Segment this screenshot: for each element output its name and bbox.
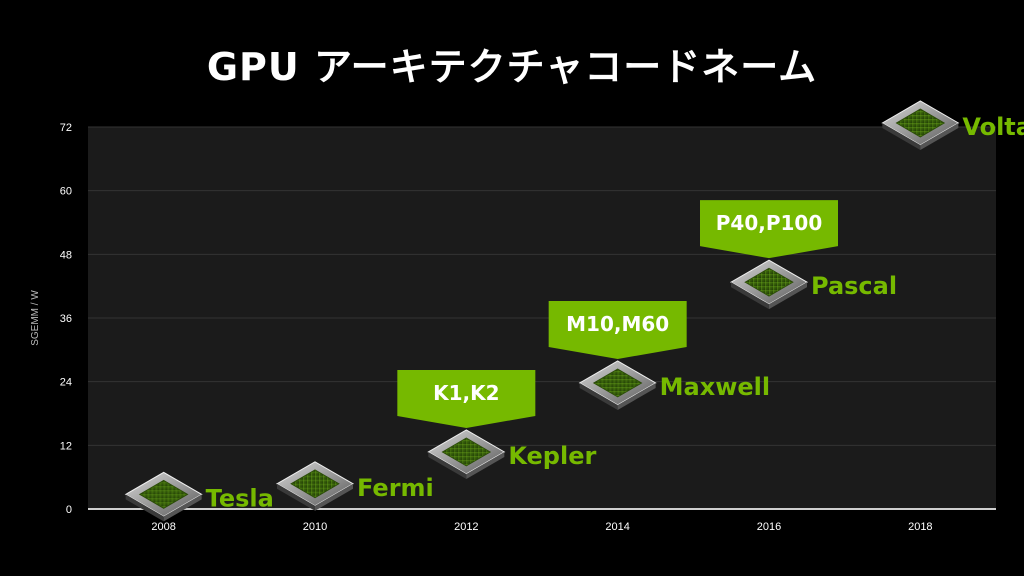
callout-label: K1,K2 [433, 381, 499, 405]
gpu-chip-icon [730, 259, 808, 310]
y-tick-label: 0 [66, 504, 72, 516]
data-point: Kepler [427, 429, 596, 479]
callout-label: P40,P100 [716, 211, 823, 235]
gpu-chip-icon [881, 100, 960, 150]
data-point: Tesla [124, 471, 274, 522]
architecture-label: Tesla [206, 484, 274, 512]
x-tick-label: 2016 [757, 521, 781, 533]
data-point: Pascal [730, 259, 897, 310]
architecture-label: Maxwell [660, 373, 770, 401]
y-tick-label: 72 [60, 122, 72, 134]
data-point: Fermi [276, 461, 434, 511]
x-tick-label: 2008 [151, 521, 175, 533]
y-tick-label: 36 [60, 313, 72, 325]
architecture-label: Fermi [357, 474, 434, 502]
callout-shape [397, 369, 536, 428]
callouts: K1,K2 M10,M60 P40,P100 [397, 200, 838, 428]
callout-shape [700, 200, 838, 259]
y-tick-label: 48 [60, 249, 72, 261]
model-callout: M10,M60 [548, 300, 687, 359]
page-title: GPU アーキテクチャコードネーム [206, 45, 818, 89]
y-tick-label: 24 [60, 377, 72, 389]
gpu-chip-icon [276, 461, 354, 511]
callout-label: M10,M60 [566, 312, 669, 336]
y-tick-label: 60 [60, 186, 72, 198]
model-callout: K1,K2 [397, 369, 536, 428]
gridlines [88, 126, 996, 446]
x-tick-label: 2012 [454, 521, 478, 533]
x-tick-label: 2018 [908, 521, 932, 533]
axes: 0 12 24 36 48 60 72 2008 2010 2012 2014 2016 2018 [60, 122, 996, 533]
architecture-label: Pascal [811, 272, 897, 300]
architecture-label: Volta [962, 113, 1024, 141]
gpu-chip-icon [578, 360, 657, 410]
y-axis-title: SGEMM / W [30, 290, 41, 346]
data-point: Volta [881, 100, 1024, 150]
data-points: Tesla Fermi Kepler Maxwell Pascal Volta [124, 100, 1024, 522]
callout-shape [548, 300, 687, 359]
gpu-chip-icon [427, 429, 506, 479]
data-point: Maxwell [578, 360, 770, 410]
architecture-label: Kepler [508, 442, 596, 470]
model-callout: P40,P100 [700, 200, 838, 259]
x-tick-label: 2010 [303, 521, 327, 533]
y-tick-label: 12 [60, 440, 72, 452]
gpu-chip-icon [124, 471, 203, 522]
x-tick-label: 2014 [605, 521, 629, 533]
